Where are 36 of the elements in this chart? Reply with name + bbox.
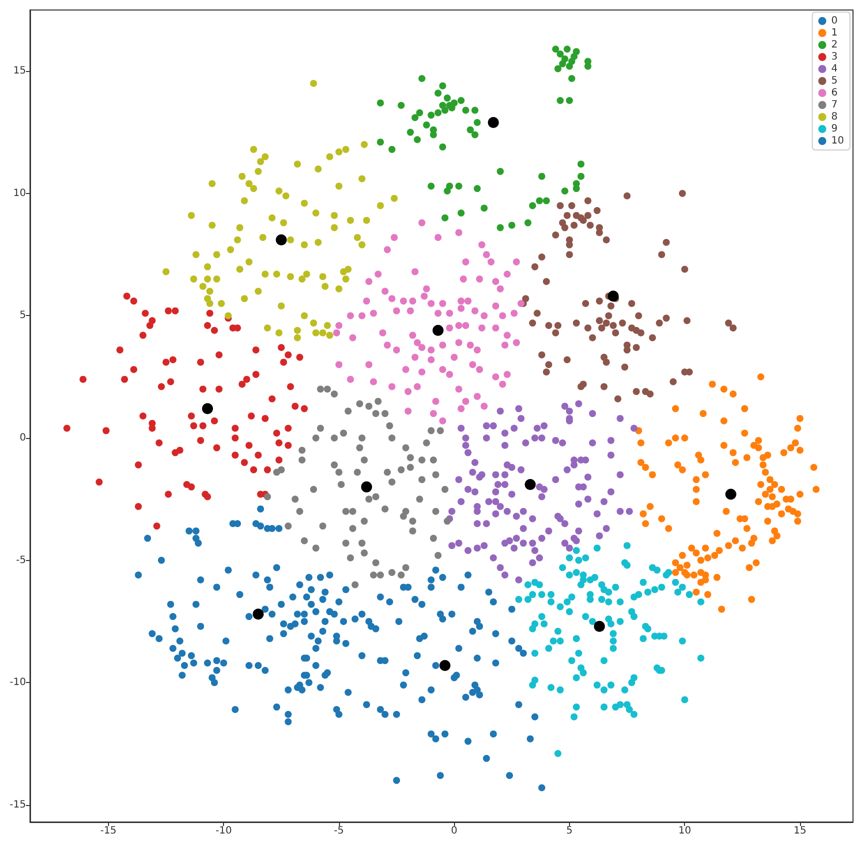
y-tick-label: 0 bbox=[20, 432, 26, 444]
x-tick-label: 15 bbox=[794, 826, 806, 836]
legend-label: 8 bbox=[831, 112, 838, 122]
x-tick-label: 5 bbox=[566, 826, 573, 836]
point bbox=[524, 478, 536, 490]
legend-label: 2 bbox=[831, 40, 838, 50]
x-tick-label: -15 bbox=[100, 826, 117, 836]
y-tick-label: 5 bbox=[20, 310, 26, 322]
point bbox=[202, 403, 214, 414]
y-tick-label: -10 bbox=[10, 677, 26, 688]
x-tick-label: 10 bbox=[678, 826, 692, 836]
point bbox=[432, 324, 444, 336]
point bbox=[725, 488, 736, 500]
point bbox=[488, 117, 499, 128]
x-tick-label: -10 bbox=[215, 826, 232, 836]
legend-label: 10 bbox=[831, 136, 844, 146]
point bbox=[361, 481, 372, 492]
point bbox=[252, 608, 264, 620]
legend-label: 7 bbox=[831, 100, 838, 110]
legend-label: 9 bbox=[831, 124, 838, 134]
y-tick-label: -15 bbox=[10, 799, 26, 810]
point bbox=[439, 660, 450, 671]
point bbox=[594, 620, 605, 632]
legend-label: 0 bbox=[831, 16, 838, 26]
legend-label: 4 bbox=[831, 64, 838, 74]
legend-label: 3 bbox=[831, 52, 838, 62]
legend-label: 5 bbox=[831, 76, 838, 86]
point bbox=[276, 234, 287, 246]
legend-label: 6 bbox=[831, 88, 838, 98]
y-tick-label: -5 bbox=[16, 554, 26, 566]
y-tick-label: 10 bbox=[13, 188, 26, 199]
y-tick-label: 15 bbox=[13, 66, 26, 77]
point bbox=[608, 290, 619, 302]
legend-label: 1 bbox=[831, 28, 838, 38]
x-tick-label: 0 bbox=[450, 826, 458, 836]
x-tick-label: -5 bbox=[334, 826, 344, 836]
